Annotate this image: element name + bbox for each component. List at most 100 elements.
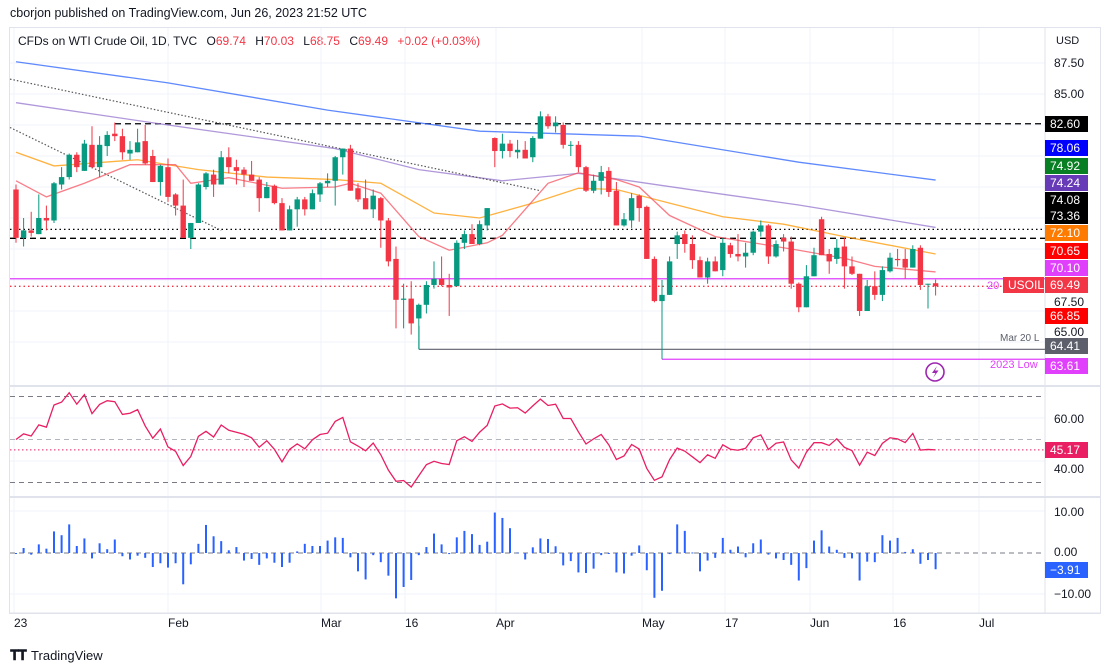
hist-bar: [828, 546, 831, 553]
hist-bar: [524, 553, 527, 560]
price-tag-bg: [1045, 192, 1088, 208]
candle-body: [651, 258, 658, 302]
price-tick: 87.50: [1054, 56, 1084, 70]
candle-body: [697, 260, 703, 278]
candle-body: [666, 261, 673, 295]
candle-body: [165, 167, 171, 197]
hist-value-tag-bg: [1045, 562, 1088, 578]
hist-bar: [554, 546, 557, 553]
candle-body: [925, 283, 931, 285]
candle-body: [309, 193, 316, 210]
hist-bar: [478, 544, 481, 553]
candle-body: [492, 138, 498, 152]
symbol-name[interactable]: CFDs on WTI Crude Oil, 1D, TVC: [18, 34, 198, 48]
candle-body: [811, 255, 817, 277]
hist-bar: [881, 535, 884, 553]
candle-body: [393, 258, 399, 300]
rsi-tick: 60.00: [1054, 412, 1084, 426]
candle-body: [446, 284, 452, 288]
candle-body: [628, 198, 635, 221]
hist-bar: [668, 553, 671, 555]
candle-body: [340, 148, 346, 158]
candle-body: [704, 261, 711, 278]
low-label: L: [303, 34, 310, 48]
footer-brand[interactable]: TradingView: [31, 648, 103, 663]
candle-body: [248, 174, 255, 181]
hist-bar: [516, 552, 519, 554]
hist-bar: [30, 553, 33, 555]
hist-bar: [615, 553, 618, 573]
price-tag: 74.08: [1050, 193, 1080, 207]
hist-bar: [22, 548, 25, 553]
price-tag-bg: [1045, 225, 1088, 241]
candle-body: [317, 183, 323, 195]
hist-bar: [349, 553, 352, 558]
hist-bar: [144, 553, 147, 558]
hist-bar: [243, 553, 245, 561]
candle-body: [552, 122, 559, 127]
hist-bar: [379, 553, 382, 563]
publisher-line: cborjon published on TradingView.com, Ju…: [10, 6, 367, 20]
hist-bar: [212, 536, 215, 553]
hist-bar: [539, 538, 542, 553]
candle-body: [423, 284, 430, 305]
hist-bar: [607, 553, 610, 554]
hist-bar: [311, 545, 314, 553]
candle-body: [659, 294, 665, 302]
candle-body: [210, 174, 217, 185]
hist-bar: [904, 551, 907, 553]
open-value: 69.74: [215, 34, 246, 48]
low-value: 68.75: [309, 34, 340, 48]
hist-bar: [53, 531, 55, 553]
price-tag: 74.24: [1050, 176, 1080, 190]
candle-body: [400, 298, 407, 300]
hist-bar: [417, 553, 420, 556]
price-tag-bg: [1045, 208, 1088, 224]
hist-tick: 0.00: [1054, 545, 1078, 559]
hist-bar: [737, 546, 739, 553]
candle-body: [469, 234, 475, 245]
lightning-icon[interactable]: [925, 362, 945, 382]
candle-body: [735, 253, 741, 257]
price-levels: [10, 123, 1045, 360]
hist-bar: [159, 553, 162, 564]
hist-bar: [303, 543, 306, 553]
hist-bar: [843, 553, 846, 558]
hist-bar: [182, 553, 185, 585]
hist-bar: [813, 540, 815, 553]
hist-bar: [235, 547, 238, 553]
tradingview-logo-icon[interactable]: 𝐓𝐓: [10, 647, 27, 663]
candle-body: [514, 149, 521, 153]
hist-bar: [258, 553, 261, 565]
candle-body: [788, 241, 794, 284]
hist-bar: [714, 553, 717, 558]
price-tag: 73.36: [1050, 209, 1080, 223]
hist-bar: [744, 553, 747, 558]
trendline: [9, 78, 541, 192]
candles: [13, 111, 939, 360]
candle-body: [324, 180, 331, 184]
candle-body: [370, 195, 376, 210]
time-tick: 23: [14, 616, 28, 630]
candle-body: [89, 144, 95, 168]
price-tag: 72.10: [1050, 226, 1080, 240]
candle-body: [347, 148, 354, 191]
candle-body: [218, 157, 224, 185]
hist-bar: [60, 535, 63, 553]
candle-body: [385, 220, 392, 262]
price-tags: 82.60 78.06 74.92 74.24 74.08 73.36 72.10 70.65…: [1045, 116, 1088, 374]
hist-bar: [68, 524, 71, 553]
hist-bar: [334, 537, 337, 553]
time-axis[interactable]: 23 Feb Mar 16 Apr May 17 Jun 16 Jul: [14, 616, 994, 630]
footer: 𝐓𝐓 TradingView: [10, 647, 103, 664]
price-tag: 70.10: [1050, 261, 1080, 275]
hist-bar: [683, 530, 686, 553]
hist-bar: [151, 553, 154, 568]
rsi-pane: [10, 391, 1045, 488]
candle-body: [127, 149, 133, 154]
hist-bar: [820, 530, 823, 553]
hist-bar: [729, 549, 732, 553]
price-tag-bg: [1045, 277, 1088, 293]
candle-body: [226, 157, 232, 168]
